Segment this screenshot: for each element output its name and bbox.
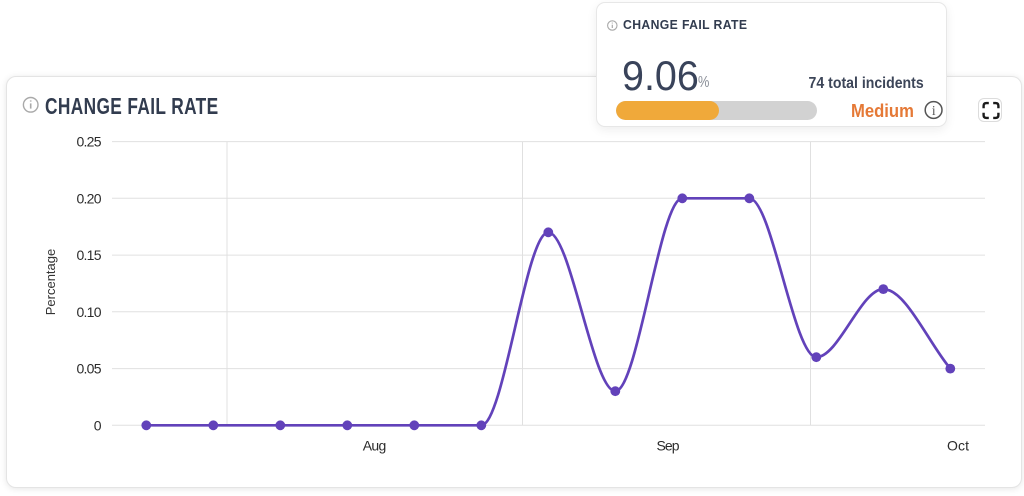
svg-text:0.20: 0.20 (77, 190, 102, 206)
svg-text:Aug: Aug (363, 438, 387, 454)
svg-text:0.05: 0.05 (77, 361, 102, 377)
svg-text:Sep: Sep (657, 438, 680, 454)
svg-text:0.10: 0.10 (77, 304, 102, 320)
svg-text:Percentage: Percentage (43, 249, 58, 316)
svg-text:0.25: 0.25 (77, 134, 102, 150)
svg-text:0.15: 0.15 (77, 247, 102, 263)
svg-text:0: 0 (94, 417, 102, 433)
svg-text:i: i (932, 103, 936, 118)
svg-text:Oct: Oct (947, 438, 969, 454)
